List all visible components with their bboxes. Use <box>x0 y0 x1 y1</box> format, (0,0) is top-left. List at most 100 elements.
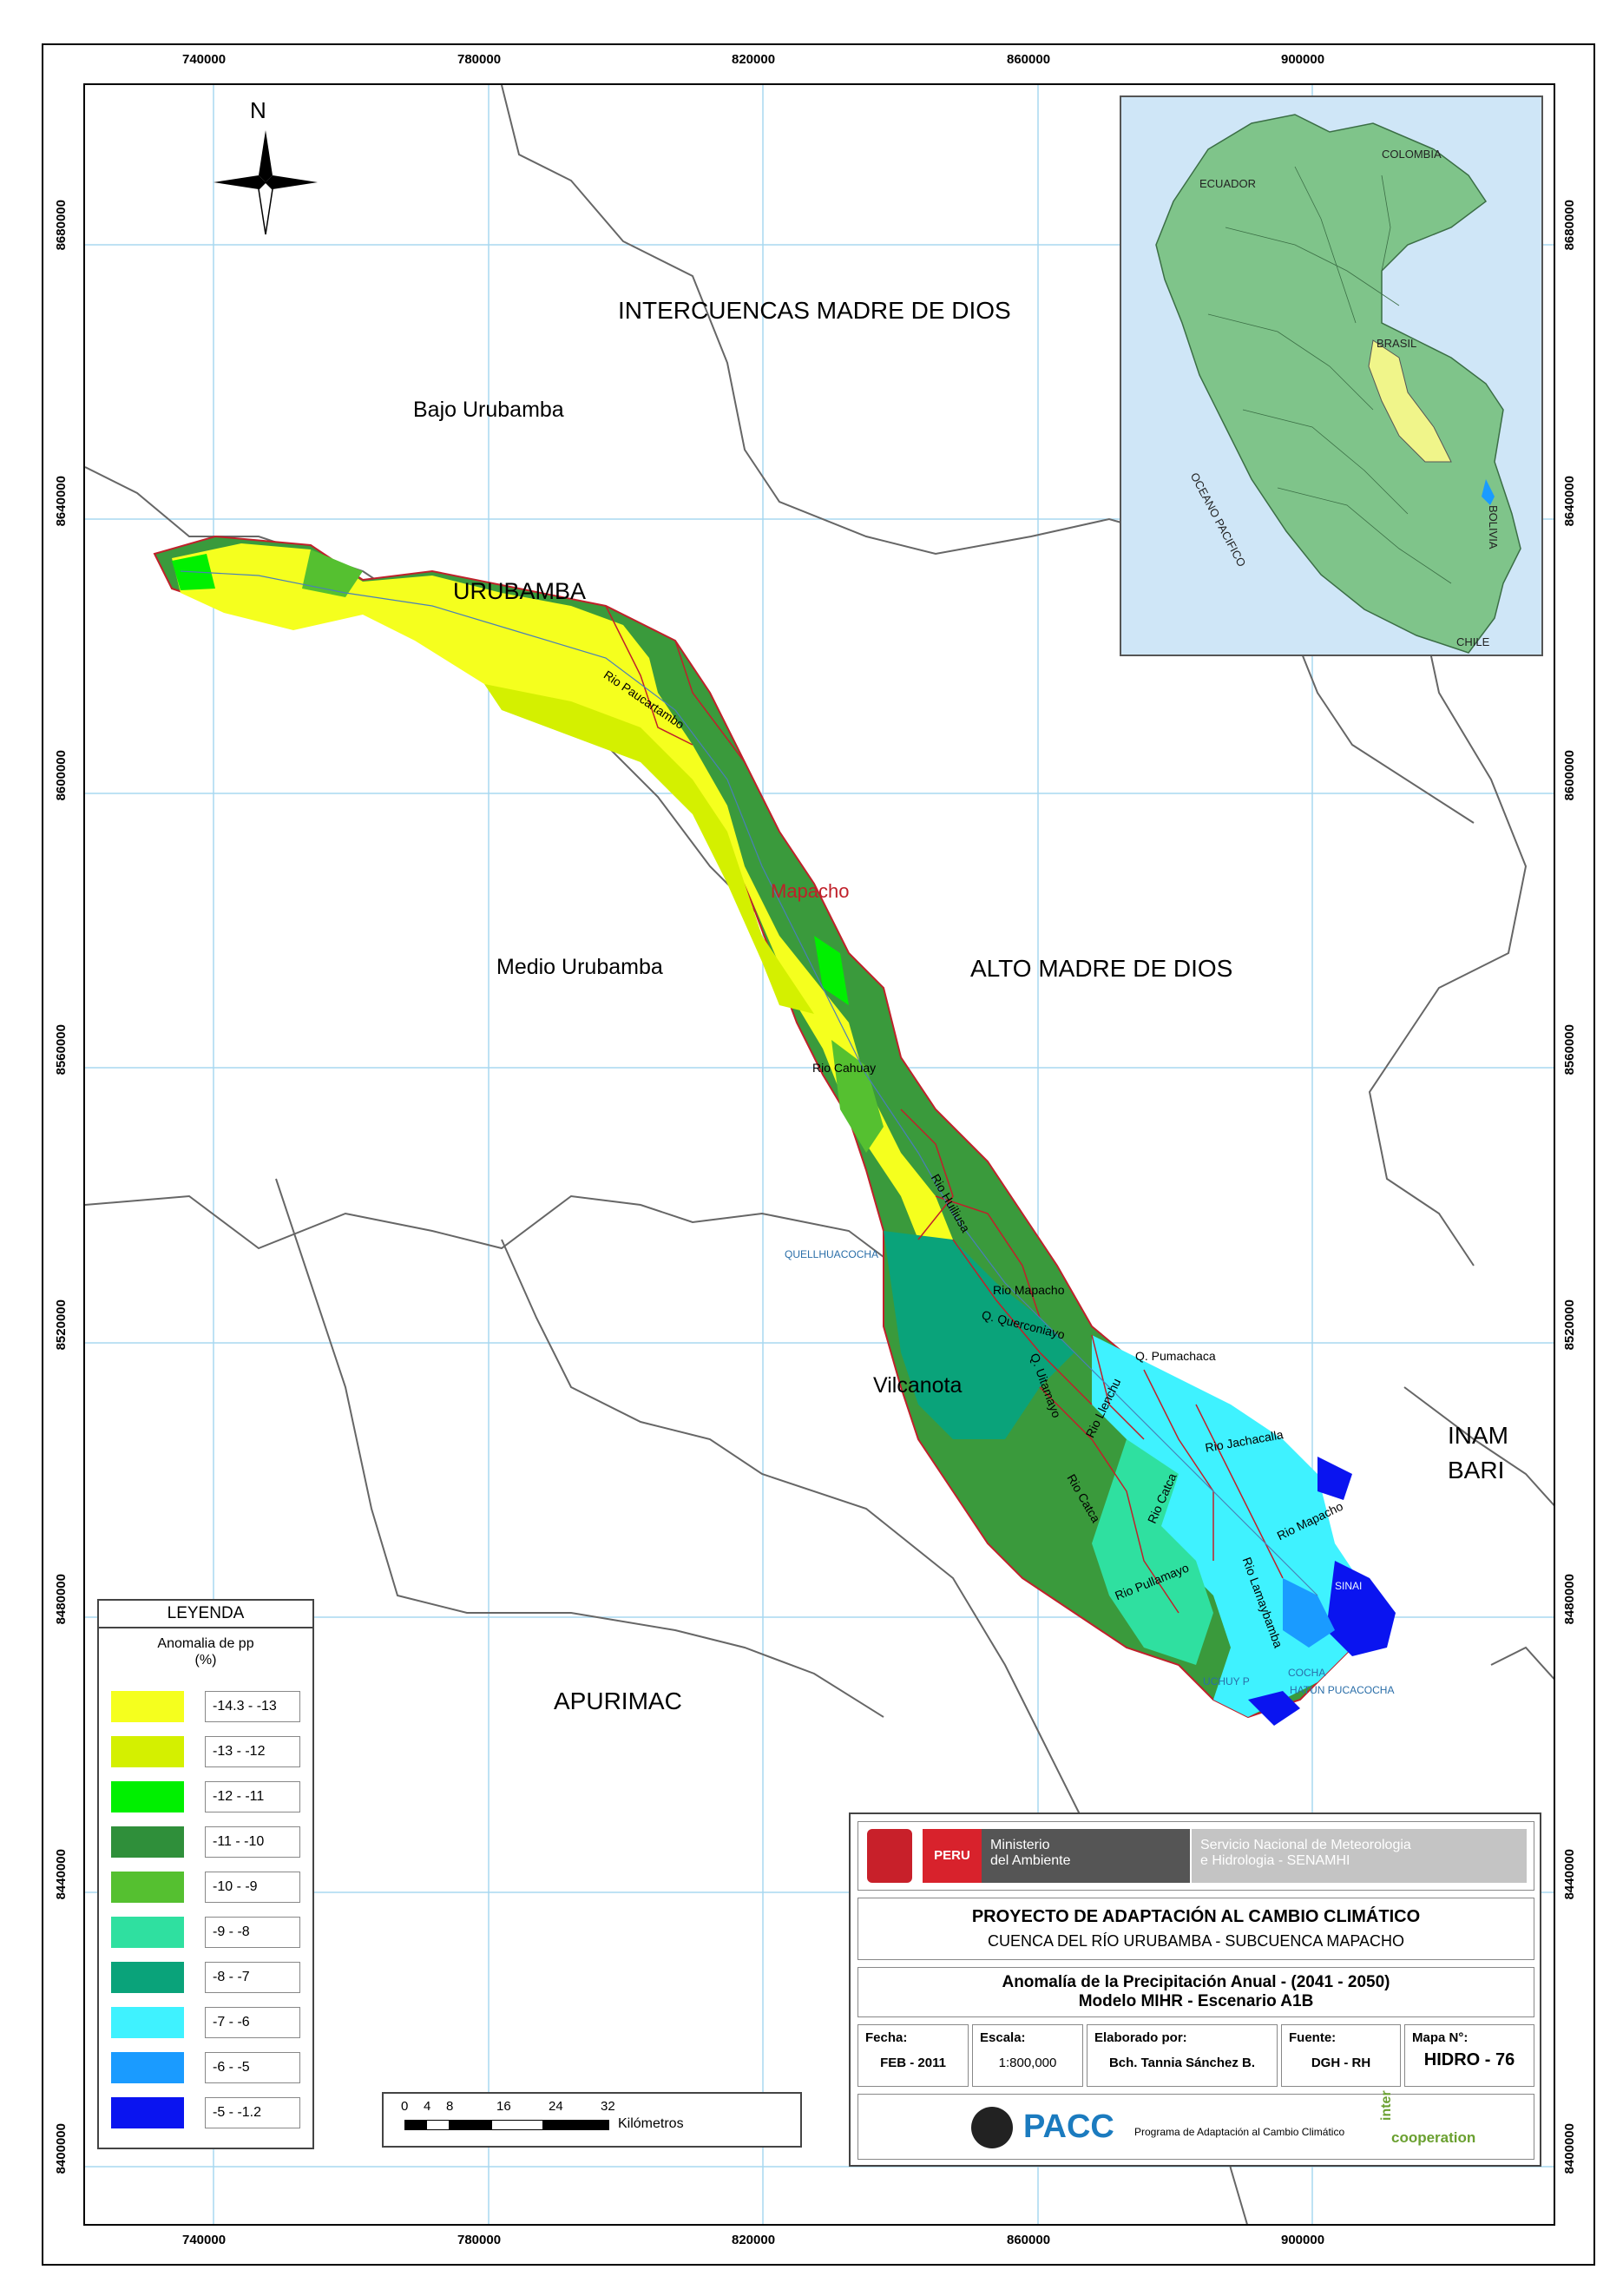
elaborado-label: Elaborado por: <box>1094 2030 1187 2045</box>
ministry-line: del Ambiente <box>990 1853 1071 1868</box>
legend-label: -7 - -6 <box>205 2007 300 2038</box>
y-tick-left: 8640000 <box>54 476 69 527</box>
x-tick-top: 900000 <box>1281 52 1325 67</box>
y-tick-right: 8480000 <box>1562 1574 1577 1625</box>
legend-item: -11 - -10 <box>111 1826 304 1858</box>
y-tick-right: 8640000 <box>1562 476 1577 527</box>
legend-label: -6 - -5 <box>205 2052 300 2083</box>
y-tick-right: 8560000 <box>1562 1024 1577 1076</box>
lake-label: SINAI <box>1335 1580 1363 1592</box>
y-tick-right: 8440000 <box>1562 1849 1577 1900</box>
y-tick-left: 8600000 <box>54 750 69 801</box>
legend-swatch <box>111 1826 184 1858</box>
legend-item: -6 - -5 <box>111 2052 304 2083</box>
legend-unit: (%) <box>194 1653 217 1668</box>
legend-item: -8 - -7 <box>111 1962 304 1993</box>
legend-item: -7 - -6 <box>111 2007 304 2038</box>
legend-label: -11 - -10 <box>205 1826 300 1858</box>
mapa-value: HIDRO - 76 <box>1423 2050 1515 2069</box>
fuente-cell: Fuente: DGH - RH <box>1281 2024 1401 2087</box>
legend: LEYENDA Anomalia de pp (%) -14.3 - -13 -1… <box>97 1599 314 2149</box>
project-box: PROYECTO DE ADAPTACIÓN AL CAMBIO CLIMÁTI… <box>857 1898 1534 1960</box>
globe-icon <box>971 2107 1013 2148</box>
subbasin-lines <box>605 605 1284 1614</box>
legend-label: -9 - -8 <box>205 1917 300 1948</box>
legend-title: LEYENDA <box>99 1601 312 1628</box>
y-tick-left: 8560000 <box>54 1024 69 1076</box>
scale-unit: Kilómetros <box>618 2116 684 2131</box>
inset-map: ECUADOR COLOMBIA BRASIL OCEANO PACIFICO … <box>1120 95 1543 656</box>
y-tick-left: 8400000 <box>54 2123 69 2174</box>
inset-label-chile: CHILE <box>1456 635 1490 648</box>
inset-label-colombia: COLOMBIA <box>1382 148 1442 161</box>
region-medio-urubamba: Medio Urubamba <box>496 955 663 979</box>
x-tick-bottom: 820000 <box>732 2233 776 2247</box>
logo-row: PERU Ministerio del Ambiente Servicio Na… <box>857 1821 1534 1891</box>
region-bari: BARI <box>1448 1457 1505 1484</box>
scale-tick: 8 <box>446 2099 454 2114</box>
lake-label: HATUN PUCACOCHA <box>1290 1684 1395 1696</box>
river-label: Rio Mapacho <box>993 1283 1065 1297</box>
pacc-logo: PACC <box>1023 2109 1114 2145</box>
river-label: Q. Pumachaca <box>1135 1349 1216 1363</box>
intercooperation-logo-prefix: inter <box>1379 2090 1394 2121</box>
y-tick-left: 8440000 <box>54 1849 69 1900</box>
legend-item: -13 - -12 <box>111 1736 304 1767</box>
legend-swatch <box>111 2052 184 2083</box>
senamhi-badge: Servicio Nacional de Meteorologia e Hidr… <box>1192 1829 1527 1883</box>
map-title-box: Anomalía de la Precipitación Anual - (20… <box>857 1967 1534 2017</box>
watershed-raster <box>153 535 1396 1726</box>
map-title-line: Modelo MIHR - Escenario A1B <box>1078 1992 1314 2010</box>
y-tick-right: 8680000 <box>1562 200 1577 251</box>
legend-swatch <box>111 2007 184 2038</box>
scale-tick: 4 <box>424 2099 431 2114</box>
escala-cell: Escala: 1:800,000 <box>972 2024 1083 2087</box>
y-tick-right: 8400000 <box>1562 2123 1577 2174</box>
project-title: PROYECTO DE ADAPTACIÓN AL CAMBIO CLIMÁTI… <box>971 1907 1421 1926</box>
scale-graphic <box>404 2120 609 2130</box>
scale-tick: 32 <box>601 2099 615 2114</box>
pacc-desc: Programa de Adaptación al Cambio Climáti… <box>1134 2126 1345 2138</box>
region-vilcanota: Vilcanota <box>873 1373 963 1398</box>
legend-swatch <box>111 1962 184 1993</box>
y-tick-left: 8520000 <box>54 1299 69 1351</box>
escala-value: 1:800,000 <box>998 2056 1057 2070</box>
x-tick-bottom: 780000 <box>457 2233 502 2247</box>
legend-swatch <box>111 1691 184 1722</box>
region-alto-madre: ALTO MADRE DE DIOS <box>970 955 1233 982</box>
legend-swatch <box>111 1736 184 1767</box>
region-inam: INAM <box>1448 1422 1508 1449</box>
scale-tick: 24 <box>549 2099 563 2114</box>
scale-tick: 0 <box>401 2099 409 2114</box>
x-tick-top: 780000 <box>457 52 502 67</box>
subbasin-label-mapacho: Mapacho <box>771 880 850 902</box>
senamhi-line: e Hidrologia - SENAMHI <box>1200 1853 1350 1868</box>
y-tick-left: 8680000 <box>54 200 69 251</box>
region-apurimac: APURIMAC <box>554 1687 682 1714</box>
inset-label-brasil: BRASIL <box>1377 337 1417 350</box>
y-tick-left: 8480000 <box>54 1574 69 1625</box>
legend-label: -12 - -11 <box>205 1781 300 1812</box>
escala-label: Escala: <box>980 2030 1026 2045</box>
inset-label-ecuador: ECUADOR <box>1199 177 1257 190</box>
fecha-value: FEB - 2011 <box>880 2056 946 2070</box>
fuente-value: DGH - RH <box>1311 2056 1371 2070</box>
legend-item: -10 - -9 <box>111 1872 304 1903</box>
ministry-badge: Ministerio del Ambiente <box>982 1829 1190 1883</box>
fecha-label: Fecha: <box>865 2030 908 2045</box>
x-tick-bottom: 900000 <box>1281 2233 1325 2247</box>
region-urubamba: URUBAMBA <box>453 578 587 604</box>
legend-swatch <box>111 1781 184 1812</box>
elaborado-cell: Elaborado por: Bch. Tannia Sánchez B. <box>1087 2024 1278 2087</box>
scale-tick: 16 <box>496 2099 511 2114</box>
region-bajo-urubamba: Bajo Urubamba <box>413 398 564 422</box>
legend-label: -14.3 - -13 <box>205 1691 300 1722</box>
x-tick-bottom: 740000 <box>182 2233 227 2247</box>
legend-swatch <box>111 1917 184 1948</box>
legend-label: -10 - -9 <box>205 1872 300 1903</box>
y-tick-right: 8600000 <box>1562 750 1577 801</box>
map-title-line: Anomalía de la Precipitación Anual - (20… <box>1002 1973 1390 1991</box>
partner-logos: PACC Programa de Adaptación al Cambio Cl… <box>857 2090 1534 2160</box>
lake-label: COCHA <box>1288 1667 1326 1679</box>
mapa-cell: Mapa N°: HIDRO - 76 <box>1404 2024 1534 2087</box>
